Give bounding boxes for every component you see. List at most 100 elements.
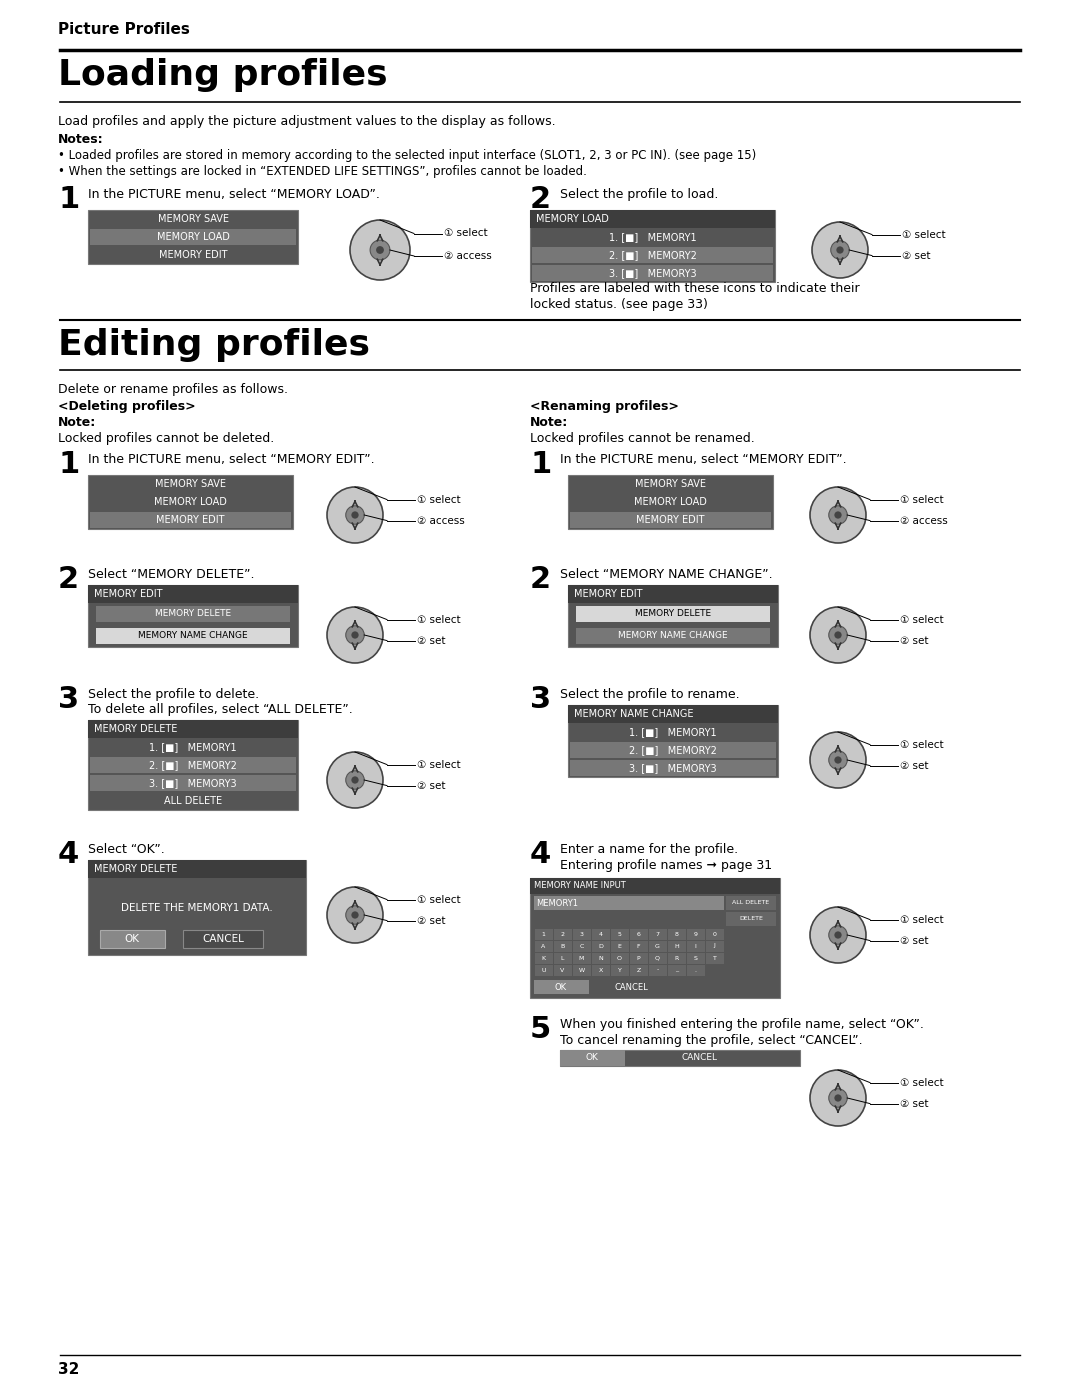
Text: ① select: ① select [900,1077,944,1088]
Text: 8: 8 [675,932,678,936]
Bar [726,895,777,909]
Text: Locked profiles cannot be renamed.: Locked profiles cannot be renamed. [530,432,755,446]
Bar [568,475,773,529]
Circle shape [810,732,866,788]
Text: I: I [694,943,697,949]
Text: O: O [617,956,622,961]
Bar [592,929,609,940]
Bar [535,940,553,951]
Bar [570,511,771,528]
Text: 3: 3 [58,685,79,714]
Bar [90,511,291,528]
Text: ① select: ① select [900,915,944,925]
Bar [705,929,724,940]
Circle shape [346,626,364,644]
Text: Profiles are labeled with these icons to indicate their: Profiles are labeled with these icons to… [530,282,860,295]
Bar [630,953,648,964]
Text: X: X [598,968,603,972]
Text: Z: Z [636,968,640,972]
Bar [572,929,591,940]
Bar [87,719,298,738]
Bar [554,940,571,951]
Text: Q: Q [654,956,660,961]
Text: Select the profile to rename.: Select the profile to rename. [561,687,740,701]
Bar [568,585,778,604]
Text: ② set: ② set [417,636,446,645]
Text: ② access: ② access [900,515,948,525]
Circle shape [828,750,847,770]
Text: ① select: ① select [417,894,461,905]
Bar [535,953,553,964]
Text: MEMORY SAVE: MEMORY SAVE [156,479,226,489]
Text: 2: 2 [530,184,551,214]
Bar [610,953,629,964]
Text: 3: 3 [530,685,551,714]
Text: 4: 4 [530,840,551,869]
Text: MEMORY DELETE: MEMORY DELETE [94,724,177,733]
Text: 3: 3 [580,932,583,936]
Text: MEMORY LOAD: MEMORY LOAD [536,214,609,224]
Text: MEMORY1: MEMORY1 [536,898,578,908]
Text: U: U [541,968,545,972]
Text: MEMORY EDIT: MEMORY EDIT [636,515,705,525]
Text: B: B [561,943,565,949]
Text: MEMORY EDIT: MEMORY EDIT [94,590,162,599]
Bar [87,475,293,529]
Circle shape [327,488,383,543]
Text: ALL DELETE: ALL DELETE [164,796,222,806]
Text: Entering profile names ➞ page 31: Entering profile names ➞ page 31 [561,859,772,872]
Text: ② access: ② access [444,251,491,261]
Text: MEMORY LOAD: MEMORY LOAD [634,497,707,507]
Text: 5: 5 [530,1016,551,1044]
Circle shape [831,240,849,260]
Text: 32: 32 [58,1362,79,1377]
Bar [530,877,780,894]
Text: Picture Profiles: Picture Profiles [58,22,190,36]
Bar [90,757,296,773]
Bar [570,742,777,759]
Text: DELETE THE MEMORY1 DATA.: DELETE THE MEMORY1 DATA. [121,902,273,914]
Bar [576,606,770,622]
Text: 2: 2 [530,564,551,594]
Bar [535,964,553,975]
Text: OK: OK [124,935,139,944]
Text: ① select: ① select [444,229,488,239]
Bar [90,229,296,244]
Text: MEMORY EDIT: MEMORY EDIT [157,515,225,525]
Bar [87,861,306,877]
Bar [705,953,724,964]
Text: 5: 5 [618,932,621,936]
Circle shape [835,1094,841,1102]
Bar [561,1051,625,1066]
Text: W: W [579,968,584,972]
Text: ① select: ① select [902,229,946,240]
Text: To delete all profiles, select “ALL DELETE”.: To delete all profiles, select “ALL DELE… [87,703,353,717]
Text: To cancel renaming the profile, select “CANCEL”.: To cancel renaming the profile, select “… [561,1034,863,1046]
Text: When you finished entering the profile name, select “OK”.: When you finished entering the profile n… [561,1018,923,1031]
Bar [87,719,298,810]
Text: Select “OK”.: Select “OK”. [87,842,165,856]
Circle shape [351,631,359,638]
Circle shape [810,1070,866,1126]
Bar [90,775,296,791]
Text: MEMORY NAME CHANGE: MEMORY NAME CHANGE [618,631,728,640]
Text: V: V [561,968,565,972]
Circle shape [812,222,868,278]
Bar [687,929,704,940]
Bar [572,964,591,975]
Circle shape [350,219,410,279]
Text: P: P [637,956,640,961]
Text: MEMORY NAME CHANGE: MEMORY NAME CHANGE [573,710,693,719]
Text: 1. [■]   MEMORY1: 1. [■] MEMORY1 [149,742,237,752]
Text: M: M [579,956,584,961]
Circle shape [351,511,359,518]
Text: MEMORY LOAD: MEMORY LOAD [154,497,227,507]
Text: OK: OK [555,982,567,992]
Bar [630,940,648,951]
Circle shape [835,932,841,939]
Circle shape [828,1088,847,1108]
Text: Note:: Note: [530,416,568,429]
Bar [530,210,775,282]
Bar [568,705,778,777]
Text: ① select: ① select [900,615,944,624]
